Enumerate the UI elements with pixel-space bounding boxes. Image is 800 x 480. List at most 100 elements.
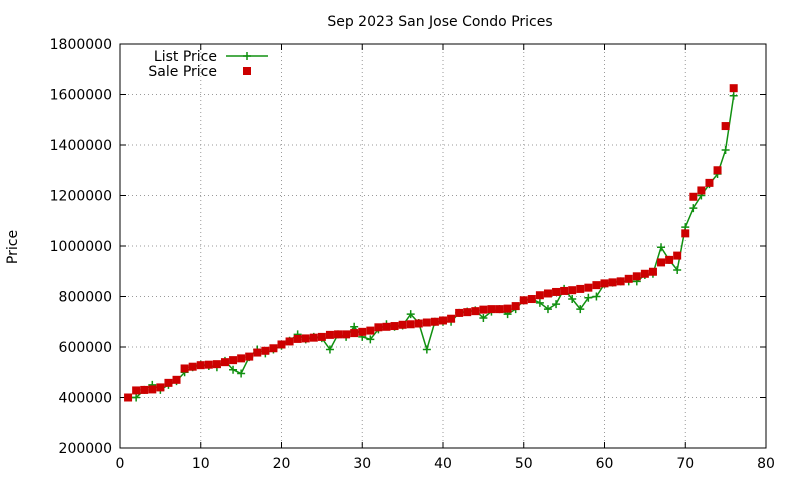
series-layer [124,84,738,402]
x-tick-label: 80 [757,456,775,472]
list-price-point [592,292,601,301]
sale-price-point [382,322,391,331]
list-price-point [576,305,585,314]
sale-price-point [140,385,149,394]
list-price-point [584,293,593,302]
sale-price-point [624,274,633,283]
list-price-point [406,310,415,319]
sale-price-point [390,322,399,331]
sale-price-point [229,356,238,365]
sale-price-point [156,383,165,392]
y-tick-label: 1600000 [50,88,112,104]
sale-price-point [721,122,730,131]
sale-price-point [560,286,569,295]
legend-label-sale-price: Sale Price [148,64,217,80]
sale-price-point [697,186,706,195]
sale-price-point [511,302,520,311]
plot-frame [119,43,767,449]
sale-price-point [447,314,456,323]
sale-price-point [705,178,714,187]
sale-price-point [237,354,246,363]
list-price-point [237,369,246,378]
list-price-point [543,305,552,314]
list-price-point [325,345,334,354]
list-price-point [721,146,730,155]
sale-price-point [277,340,286,349]
x-tick-label: 30 [353,456,371,472]
sale-price-point [479,305,488,314]
sale-price-point [285,337,294,346]
sale-price-point [665,255,674,264]
sale-price-point [124,393,133,402]
sale-price-point [148,385,157,394]
sale-price-point [439,316,447,325]
sale-price-point [527,295,536,304]
sale-price-point [430,317,439,326]
list-price-point [535,298,544,307]
sale-price-point [713,166,722,175]
sale-price-point [689,192,698,201]
sale-price-point [374,323,383,332]
sale-price-point [325,330,334,339]
sale-price-point [471,307,480,316]
list-price-point [729,91,738,100]
sale-price-point [673,251,682,260]
y-tick-label: 1800000 [50,37,112,53]
sale-price-point [398,320,407,329]
sale-price-point [640,269,649,278]
sale-price-point [487,305,496,314]
x-tick-label: 20 [273,456,291,472]
sale-price-point [309,333,318,342]
sale-price-point [132,386,141,395]
sale-price-point [366,326,375,335]
sale-price-point [608,278,617,287]
sale-price-point [495,305,504,314]
sale-price-point [552,287,561,296]
y-tick-label: 1200000 [50,189,112,205]
sale-price-point [519,296,528,305]
sale-price-point [293,334,302,343]
sale-price-point [220,358,229,367]
x-tick-label: 70 [676,456,694,472]
sale-price-point [681,229,690,238]
sale-price-point [584,283,593,292]
legend-marker-sale-price [243,67,251,75]
grid [120,44,766,448]
sale-price-point [342,330,351,339]
sale-price-point [164,378,173,387]
axis-ticks: 200000 400000 600000 800000 1000000 1200000 14… [50,37,775,472]
x-tick-label: 60 [596,456,614,472]
sale-price-point [334,330,343,339]
chart-title: Sep 2023 San Jose Condo Prices [327,14,552,30]
sale-price-point [350,329,359,338]
sale-price-point [245,352,254,361]
y-axis-label: Price [5,230,21,264]
legend: List Price Sale Price [148,49,268,80]
sale-price-point [196,361,205,370]
list-price-point [422,345,431,354]
sale-price-point [648,267,657,276]
y-tick-label: 400000 [59,391,112,407]
sale-price-point [180,364,189,373]
sale-price-point [261,346,270,355]
sale-price-point [535,291,544,300]
list-price-point [479,313,488,322]
sale-price-point [600,279,609,288]
sale-price-point [317,332,326,341]
sale-price-point [543,289,552,298]
sale-price-point [568,286,577,295]
list-price-point [229,365,238,374]
list-price-point [568,295,577,304]
sale-price-point [406,320,415,329]
sale-price-point [172,375,181,384]
series-line-list-price [128,95,735,399]
sale-price-point [414,319,423,328]
sale-price-point [576,284,585,293]
legend-label-list-price: List Price [154,49,217,65]
sale-price-point [269,344,278,353]
list-price-point [673,265,682,274]
sale-price-point [212,360,221,369]
y-tick-label: 1400000 [50,138,112,154]
x-tick-label: 10 [192,456,210,472]
